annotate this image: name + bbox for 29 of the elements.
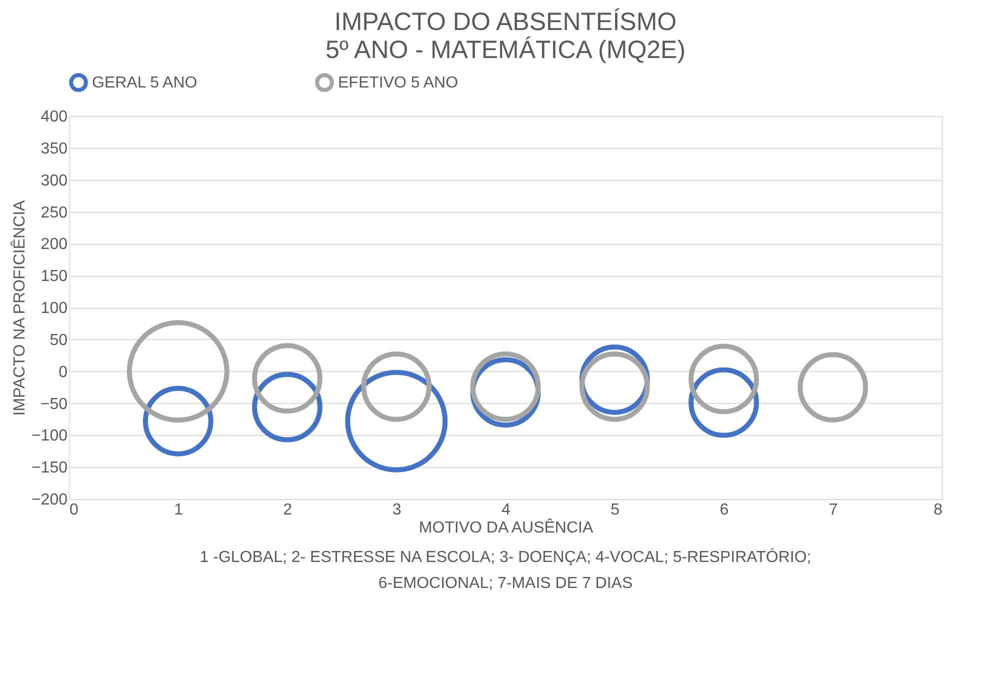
legend-label: GERAL 5 ANO [92, 74, 198, 92]
y-tick-label: 250 [40, 204, 68, 222]
x-tick-label: 4 [502, 502, 511, 518]
chart-subtitle: 5º ANO - MATEMÁTICA (MQ2E) [325, 36, 686, 64]
x-tick-label: 1 [174, 502, 184, 518]
y-tick-label: 400 [40, 108, 68, 126]
x-axis-title: MOTIVO DA AUSÊNCIA [418, 518, 594, 536]
x-tick-label: 8 [934, 502, 943, 518]
y-tick-label: −50 [40, 396, 68, 413]
y-tick-label: 100 [40, 300, 68, 317]
y-tick-label: −200 [31, 492, 68, 508]
y-tick-label: 150 [40, 268, 68, 286]
y-tick-label: 0 [58, 364, 68, 381]
x-tick-label: 3 [392, 502, 402, 518]
legend-label: EFETIVO 5 ANO [338, 74, 458, 92]
x-tick-label: 7 [828, 502, 838, 518]
y-tick-label: 350 [40, 140, 68, 158]
y-tick-label: 50 [50, 332, 68, 349]
y-tick-label: −100 [31, 428, 68, 445]
x-tick-label: 6 [720, 502, 729, 518]
x-tick-label: 5 [610, 502, 620, 518]
x-tick-label: 0 [70, 502, 78, 518]
y-axis-title: IMPACTO NA PROFICIÊNCIA [10, 200, 28, 416]
chart-title: IMPACTO DO ABSENTEÍSMO [334, 8, 677, 36]
y-tick-label: 200 [40, 236, 68, 254]
y-tick-label: 300 [40, 172, 68, 190]
y-tick-label: −150 [31, 460, 68, 477]
x-tick-label: 2 [283, 502, 292, 518]
text: 1 -GLOBAL; 2- ESTRESSE NA ESCOLA; 3- DOENÇA; 4-VOCAL; 5-RESPIRATÓRIO; 6-EMOCIONAL; 7-MAIS DE 7 DIAS [200, 548, 812, 592]
